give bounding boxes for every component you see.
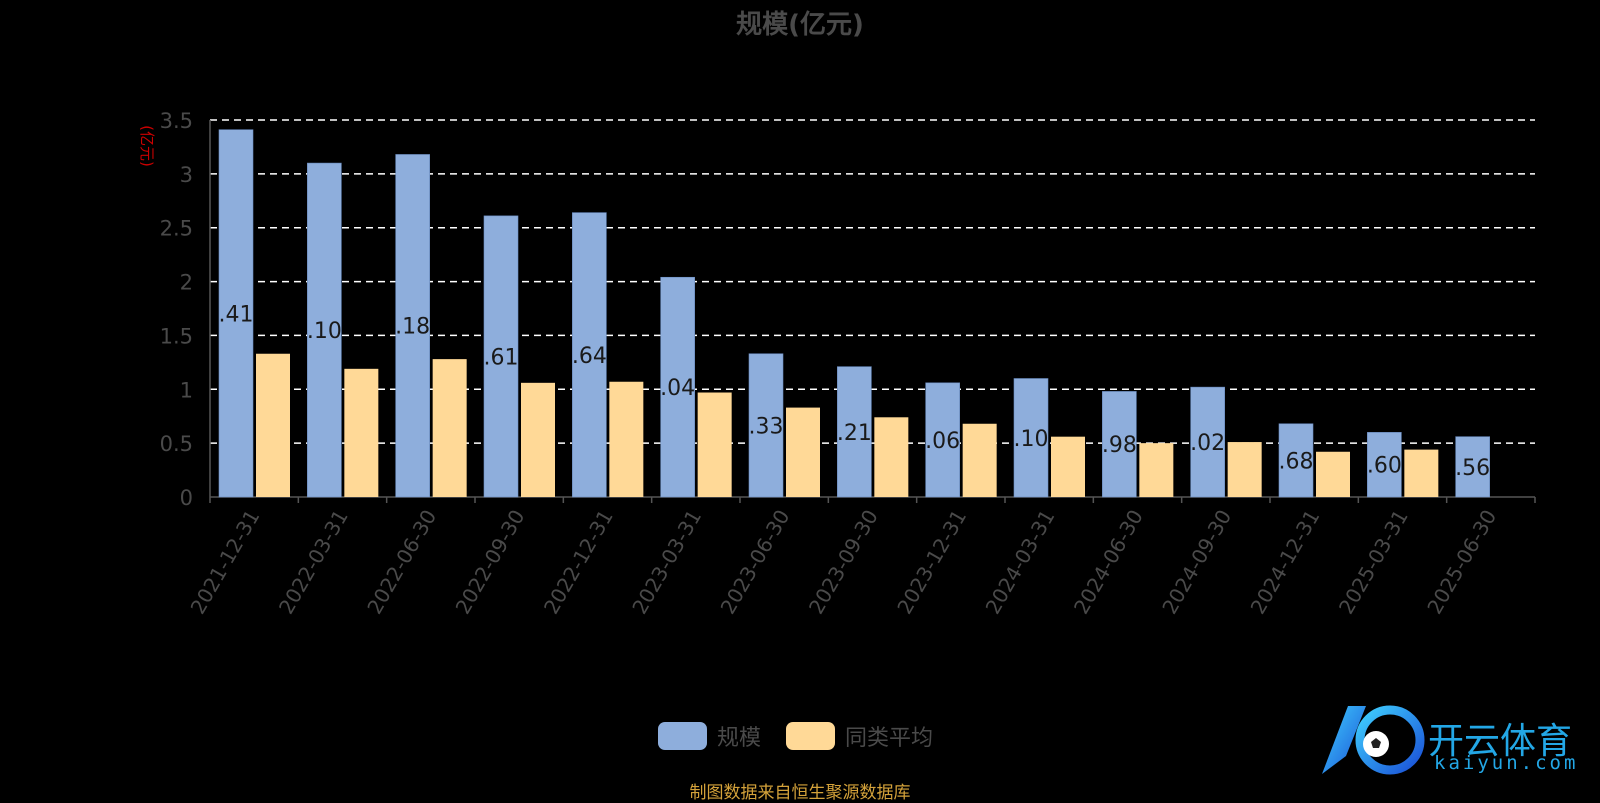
x-tick-label: 2024-03-31 (981, 506, 1060, 619)
bar-data-label: .61 (484, 345, 519, 370)
x-tick-label: 2023-09-30 (804, 506, 883, 619)
bar-data-label: .41 (219, 302, 254, 327)
bar-peer-average (1404, 449, 1439, 497)
y-tick-label: 1.5 (160, 324, 193, 348)
soccer-ball-logo-icon (1322, 705, 1425, 775)
bar-scale (1278, 423, 1314, 498)
bar-peer-average (432, 359, 467, 497)
x-tick-label: 2025-03-31 (1334, 506, 1413, 619)
x-tick-label: 2023-12-31 (892, 505, 971, 618)
bar-peer-average (962, 423, 997, 497)
bar-scale (660, 276, 695, 498)
y-tick-label: 3.5 (160, 109, 193, 133)
x-tick-label: 2022-09-30 (451, 506, 530, 619)
bar-scale (748, 353, 784, 498)
bar-data-label: .21 (837, 421, 872, 446)
brand-name: 开云体育 (1428, 721, 1573, 762)
bar-peer-average (697, 392, 732, 497)
legend-label: 规模 (717, 726, 761, 751)
y-tick-label: 0 (180, 486, 193, 510)
bar-scale (1367, 432, 1402, 498)
x-tick-label: 2023-06-30 (716, 506, 795, 619)
bar-data-label: .18 (395, 315, 430, 340)
y-tick-label: 3 (180, 163, 193, 187)
brand-logo: 开云体育 kaiyun.com (1310, 698, 1600, 780)
chart-title: 规模(亿元) (736, 10, 864, 40)
x-tick-label: 2022-12-31 (539, 506, 618, 619)
bar-data-label: .60 (1367, 454, 1402, 479)
bar-peer-average (521, 382, 555, 497)
bar-data-label: .10 (307, 319, 342, 344)
bar-scale (837, 366, 872, 498)
bar-scale (1102, 391, 1137, 498)
bar-data-label: .56 (1455, 456, 1490, 481)
bar-scale (1013, 378, 1049, 498)
x-tick-label: 2022-06-30 (362, 506, 441, 619)
y-axis-label: (亿元) (138, 125, 156, 167)
bar-peer-average (609, 381, 644, 497)
bar-scale (925, 382, 960, 498)
bar-peer-average (1139, 443, 1174, 497)
bar-data-label: .06 (925, 429, 960, 454)
bar-peer-average (1316, 451, 1350, 497)
x-tick-label: 2021-12-31 (186, 506, 265, 619)
bar-peer-average (256, 353, 290, 497)
bar-data-label: .10 (1014, 427, 1049, 452)
bar-scale (307, 162, 342, 498)
bar-scale (1190, 386, 1225, 498)
x-tick-label: 2022-03-31 (274, 506, 353, 619)
bar-data-label: .02 (1190, 431, 1225, 456)
legend-swatch (786, 722, 835, 750)
x-tick-label: 2024-09-30 (1157, 506, 1236, 619)
bar-peer-average (344, 368, 379, 497)
x-tick-label: 2023-03-31 (627, 506, 706, 619)
bar-peer-average (1051, 436, 1085, 497)
y-tick-label: 0.5 (160, 432, 193, 456)
bar-peer-average (1227, 442, 1262, 497)
bar-peer-average (786, 407, 820, 497)
bar-scale (218, 129, 254, 498)
bar-scale (483, 215, 519, 498)
bar-data-label: .33 (749, 414, 784, 439)
source-note: 制图数据来自恒生聚源数据库 (689, 783, 911, 803)
y-tick-label: 2 (180, 271, 193, 295)
y-tick-label: 1 (180, 378, 193, 402)
y-tick-label: 2.5 (160, 217, 193, 241)
bar-scale (572, 212, 607, 498)
legend-label: 同类平均 (845, 726, 933, 751)
bar-data-label: .98 (1102, 433, 1137, 458)
x-tick-label: 2024-12-31 (1246, 506, 1325, 619)
bar-scale (395, 154, 430, 498)
bar-data-label: .04 (660, 376, 695, 401)
bar-data-label: .64 (572, 344, 607, 369)
x-tick-label: 2025-06-30 (1422, 506, 1501, 619)
brand-url: kaiyun.com (1434, 752, 1579, 774)
legend-swatch (658, 722, 707, 750)
bar-peer-average (874, 417, 909, 497)
x-tick-label: 2024-06-30 (1069, 506, 1148, 619)
bar-scale (1455, 436, 1490, 498)
bar-data-label: .68 (1279, 449, 1314, 474)
